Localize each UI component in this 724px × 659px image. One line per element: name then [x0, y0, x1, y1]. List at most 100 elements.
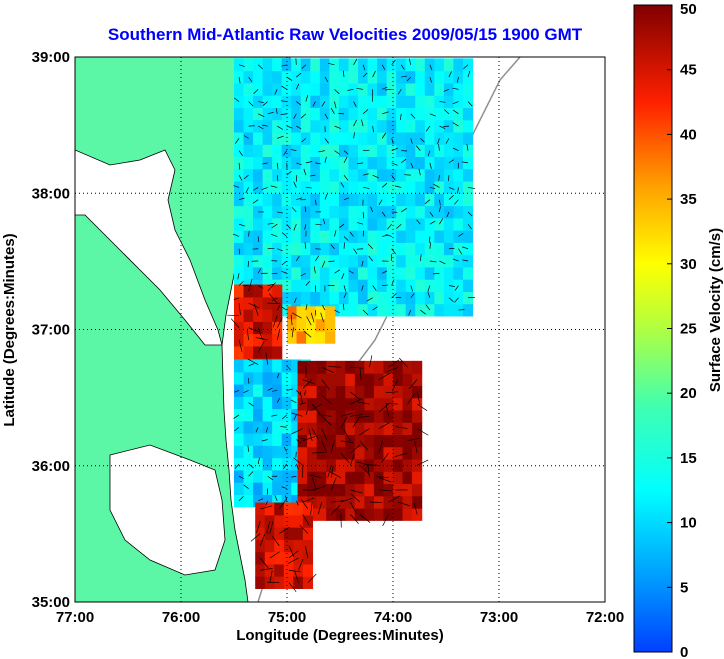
velocity-cell — [405, 217, 416, 231]
velocity-arrow — [452, 101, 459, 105]
velocity-cell — [302, 551, 314, 565]
velocity-cell — [396, 279, 407, 292]
velocity-cell — [243, 359, 254, 373]
velocity-cell — [364, 434, 375, 448]
velocity-cell — [307, 458, 318, 472]
velocity-arrow — [378, 422, 390, 429]
velocity-arrow — [467, 187, 475, 189]
velocity-arrow — [257, 125, 264, 130]
velocity-cell — [281, 131, 292, 145]
velocity-arrow — [281, 486, 287, 489]
velocity-cell — [396, 168, 407, 182]
velocity-arrow — [467, 70, 471, 78]
velocity-cell — [243, 107, 254, 121]
velocity-cell — [377, 291, 388, 305]
velocity-arrow — [271, 223, 278, 229]
velocity-cell — [297, 360, 308, 374]
velocity-cell — [373, 434, 385, 448]
velocity-arrow — [350, 493, 361, 503]
velocity-cell — [319, 82, 330, 96]
velocity-cell — [383, 446, 394, 460]
velocity-arrow — [438, 175, 440, 181]
velocity-arrow — [295, 500, 299, 506]
velocity-arrow — [467, 101, 473, 107]
velocity-arrow — [454, 285, 459, 291]
velocity-cell — [405, 95, 416, 109]
velocity-cell — [338, 242, 350, 256]
velocity-arrow — [258, 101, 264, 103]
velocity-arrow — [321, 260, 326, 268]
velocity-cell — [462, 119, 474, 133]
velocity-arrow — [293, 224, 297, 231]
velocity-arrow — [296, 125, 302, 130]
velocity-cell — [319, 291, 330, 305]
velocity-cell — [291, 482, 302, 495]
colorbar — [633, 4, 673, 653]
velocity-cell — [272, 359, 283, 373]
velocity-arrow — [461, 161, 469, 164]
velocity-arrow — [291, 412, 303, 417]
velocity-arrow — [248, 471, 254, 477]
velocity-arrow — [378, 372, 391, 380]
velocity-cell — [310, 180, 321, 194]
velocity-cell — [253, 384, 264, 397]
velocity-arrow — [281, 270, 287, 274]
velocity-arrow — [260, 568, 273, 571]
velocity-cell — [262, 254, 273, 268]
velocity-cell — [453, 119, 464, 133]
velocity-cell — [243, 70, 254, 84]
velocity-cell — [329, 193, 340, 207]
velocity-cell — [405, 303, 416, 317]
velocity-arrow — [429, 64, 433, 71]
velocity-arrow — [343, 156, 348, 164]
velocity-arrow — [416, 219, 421, 225]
velocity-arrow — [400, 113, 402, 121]
velocity-cell — [326, 434, 337, 448]
velocity-cell — [434, 303, 445, 317]
velocity-arrow — [363, 173, 369, 176]
velocity-arrow — [276, 304, 281, 311]
velocity-arrow — [302, 497, 315, 503]
velocity-arrow — [372, 285, 377, 291]
velocity-arrow — [276, 317, 283, 328]
velocity-cell — [272, 95, 283, 109]
velocity-arrow — [304, 242, 307, 249]
velocity-cell — [434, 279, 445, 292]
velocity-cell — [262, 205, 273, 219]
velocity-cell — [462, 107, 474, 121]
velocity-cell — [300, 82, 311, 96]
velocity-arrow — [408, 379, 418, 390]
velocity-cell — [243, 119, 254, 133]
velocity-arrow — [334, 309, 340, 314]
x-axis-label: Longitude (Degrees:Minutes) — [236, 627, 444, 644]
velocity-cell — [354, 373, 365, 386]
velocity-arrow — [334, 125, 342, 129]
velocity-cell — [264, 502, 275, 516]
velocity-cell — [405, 180, 416, 194]
velocity-arrow — [238, 162, 241, 170]
velocity-arrow — [378, 199, 383, 206]
velocity-arrow — [238, 475, 244, 479]
velocity-cell — [319, 242, 330, 256]
velocity-arrow — [300, 437, 306, 440]
colorbar-tick-label: 30 — [680, 256, 697, 273]
velocity-arrow — [311, 403, 321, 415]
velocity-arrow — [391, 293, 397, 299]
velocity-arrow — [276, 162, 279, 170]
velocity-cell — [253, 217, 264, 231]
velocity-arrow — [334, 89, 340, 95]
velocity-cell — [310, 156, 321, 170]
velocity-arrow — [286, 223, 291, 230]
velocity-arrow — [388, 495, 400, 503]
velocity-cell — [443, 217, 455, 231]
velocity-arrow — [350, 489, 363, 494]
velocity-arrow — [320, 312, 324, 323]
velocity-cell — [316, 483, 327, 497]
velocity-cell — [281, 408, 292, 422]
velocity-arrow — [274, 89, 278, 95]
velocity-cell — [293, 527, 304, 540]
velocity-cell — [377, 70, 388, 84]
velocity-arrow — [272, 536, 280, 546]
velocity-arrow — [376, 476, 389, 478]
velocity-cell — [243, 284, 254, 298]
